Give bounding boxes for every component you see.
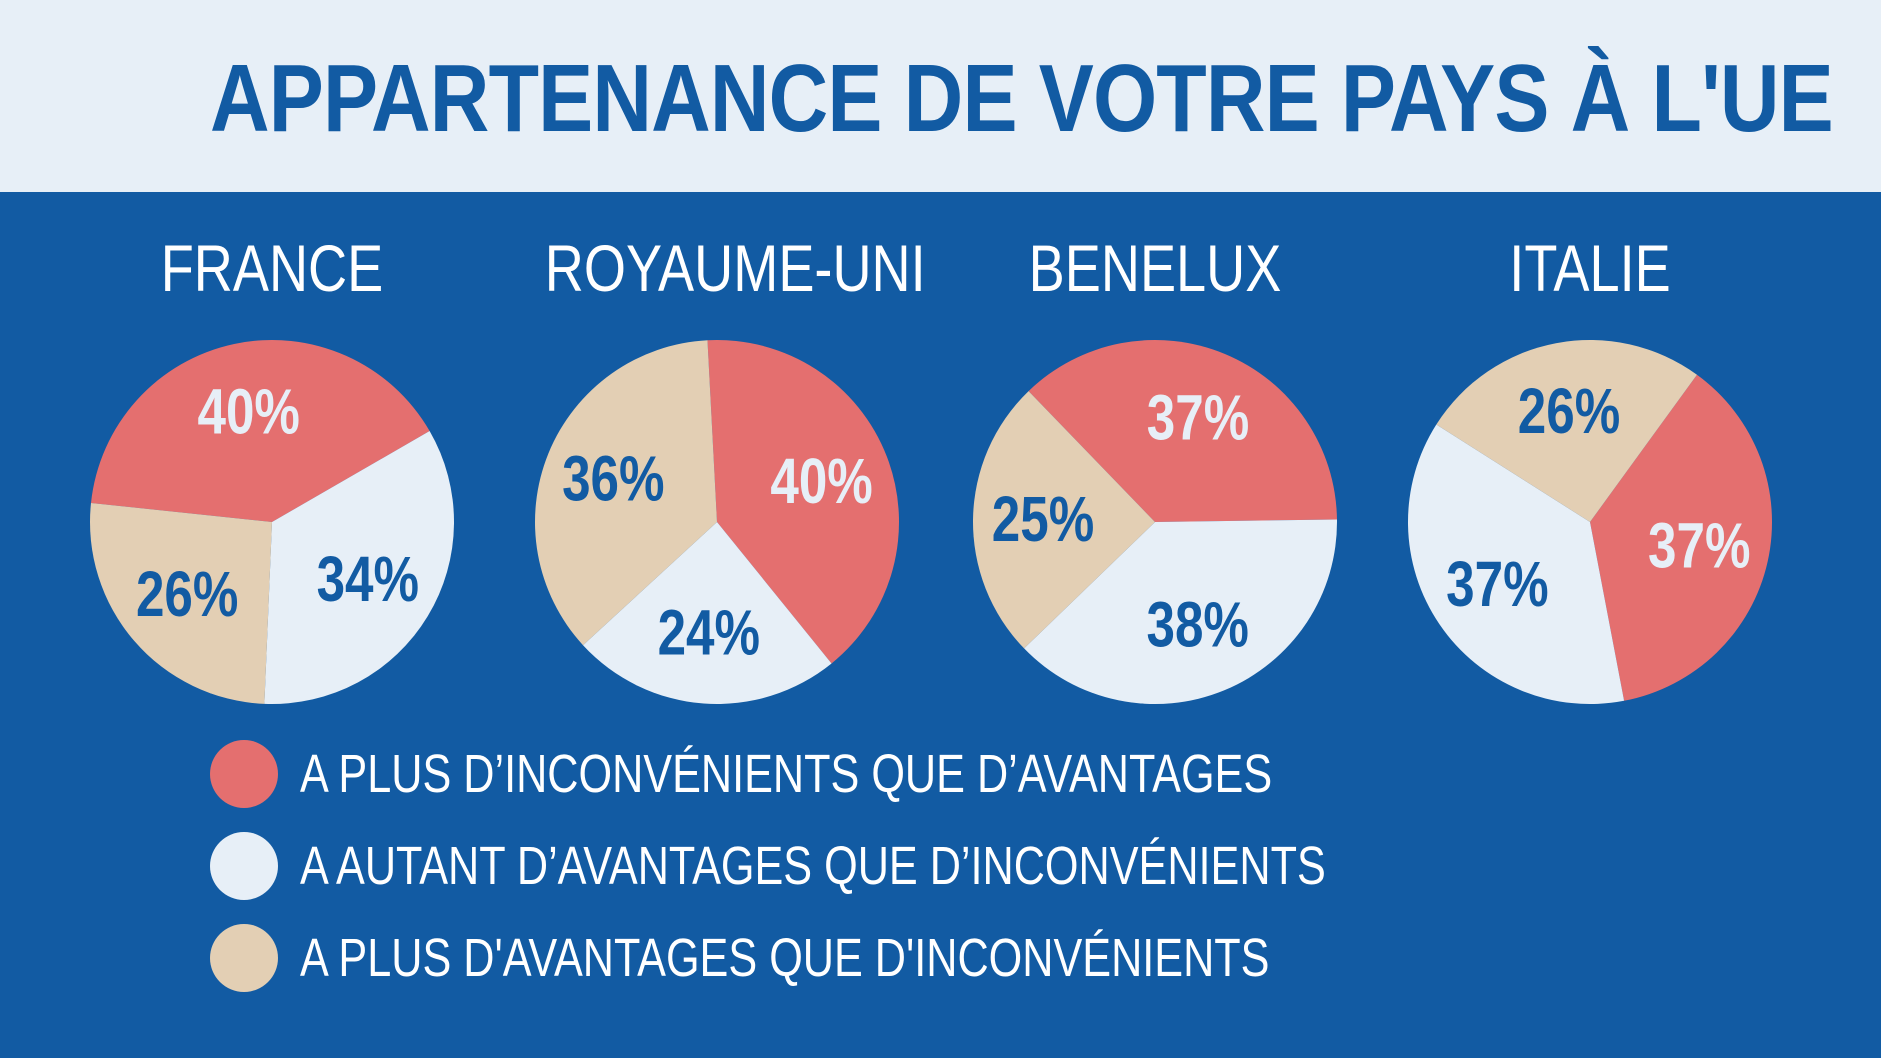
slice-label-avantages: 25% — [992, 485, 1094, 556]
legend-label: A PLUS D'AVANTAGES QUE D'INCONVÉNIENTS — [300, 928, 1270, 988]
legend-swatch — [210, 832, 278, 900]
header-band: APPARTENANCE DE VOTRE PAYS À L'UE — [0, 0, 1881, 192]
pie-slice-avantages — [1436, 339, 1697, 522]
pie-slice-inconvenients — [1590, 374, 1773, 701]
slice-label-inconvenients: 37% — [1648, 511, 1750, 582]
pie-slice-inconvenients — [1028, 339, 1337, 522]
pie: 37% 38% 25% — [972, 339, 1337, 704]
slice-label-autant: 24% — [658, 598, 760, 669]
chart-title: ROYAUME-UNI — [544, 231, 926, 305]
legend-label: A PLUS D’INCONVÉNIENTS QUE D’AVANTAGES — [300, 744, 1273, 804]
legend-item-autant: A AUTANT D’AVANTAGES QUE D’INCONVÉNIENTS — [210, 830, 1410, 902]
pie-slice-inconvenients — [91, 340, 430, 522]
slice-label-avantages: 36% — [562, 444, 664, 515]
slice-label-avantages: 26% — [136, 560, 238, 631]
pie-slice-autant — [1024, 519, 1337, 704]
chart-benelux: BENELUX 37% 38% 25% — [945, 192, 1365, 722]
chart-title: FRANCE — [160, 231, 384, 305]
legend-swatch — [210, 740, 278, 808]
chart-title: ITALIE — [1509, 231, 1671, 305]
page-title: APPARTENANCE DE VOTRE PAYS À L'UE — [210, 45, 1834, 152]
chart-italie: ITALIE 37% 37% 26% — [1380, 192, 1800, 722]
pie-slice-autant — [264, 431, 455, 704]
chart-royaume-uni: ROYAUME-UNI 40% 24% 36% — [507, 192, 927, 722]
legend-item-avantages: A PLUS D'AVANTAGES QUE D'INCONVÉNIENTS — [210, 922, 1410, 994]
legend-label: A AUTANT D’AVANTAGES QUE D’INCONVÉNIENTS — [300, 836, 1326, 896]
slice-label-autant: 37% — [1446, 550, 1548, 621]
slice-label-inconvenients: 40% — [770, 447, 872, 518]
pie-slice-autant — [1407, 424, 1625, 705]
pie-slice-autant — [583, 522, 832, 705]
pie: 40% 34% 26% — [90, 340, 455, 704]
pie-slice-avantages — [972, 391, 1155, 649]
legend-swatch — [210, 924, 278, 992]
chart-title: BENELUX — [1028, 231, 1282, 305]
slice-label-inconvenients: 40% — [197, 377, 299, 448]
pie-slice-inconvenients — [707, 340, 900, 664]
pie-charts: FRANCE 40% 34% 26% ROYAUME-UNI 40% 24% 36% B… — [0, 192, 1881, 722]
slice-label-autant: 38% — [1146, 590, 1248, 661]
legend-item-inconvenients: A PLUS D’INCONVÉNIENTS QUE D’AVANTAGES — [210, 738, 1410, 810]
slice-label-autant: 34% — [317, 545, 419, 616]
slice-label-inconvenients: 37% — [1147, 383, 1249, 454]
chart-france: FRANCE 40% 34% 26% — [62, 192, 482, 722]
legend: A PLUS D’INCONVÉNIENTS QUE D’AVANTAGES A… — [210, 738, 1410, 1018]
pie-slice-avantages — [90, 502, 272, 704]
pie: 37% 37% 26% — [1407, 339, 1773, 705]
pie-slice-avantages — [535, 340, 717, 646]
slice-label-avantages: 26% — [1518, 377, 1620, 448]
pie: 40% 24% 36% — [535, 340, 900, 705]
